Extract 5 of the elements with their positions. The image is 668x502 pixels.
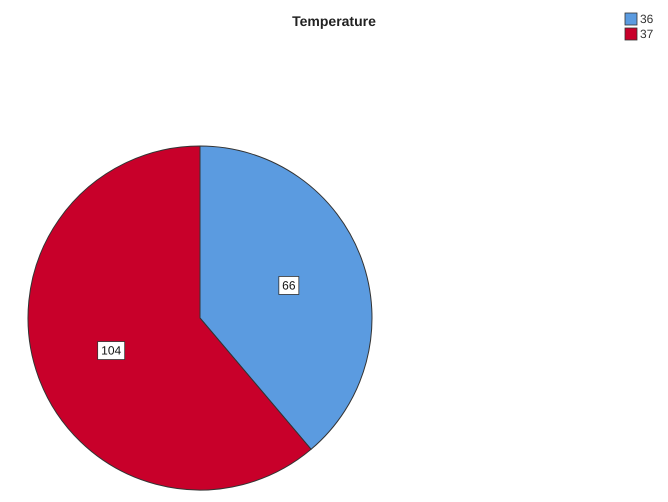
legend-label: 37 [640, 27, 654, 41]
legend-label: 36 [640, 12, 654, 26]
chart-title: Temperature [292, 13, 376, 29]
data-label: 66 [282, 278, 296, 292]
data-label: 104 [101, 344, 122, 358]
